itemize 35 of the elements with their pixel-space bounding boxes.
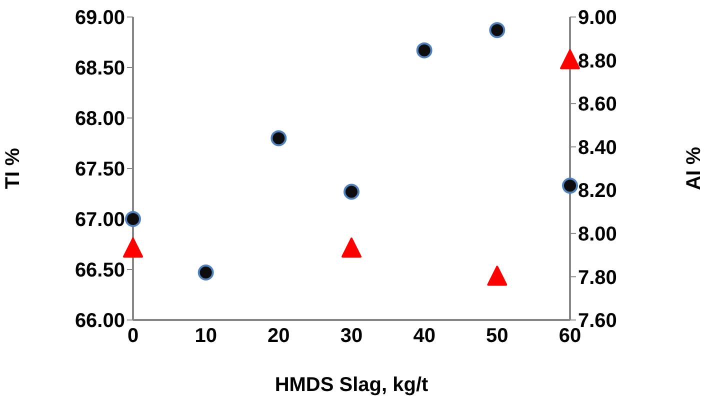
y2-tick-label: 7.80 [578, 266, 617, 289]
y2-tick-label: 8.40 [578, 136, 617, 159]
y-tick-label: 67.50 [74, 158, 125, 181]
point [560, 49, 580, 70]
y2-tick-label: 8.00 [578, 224, 617, 246]
x-tick-label: 10 [194, 325, 217, 348]
x-tick-label: 30 [340, 325, 363, 348]
point [270, 130, 287, 146]
point [489, 22, 506, 38]
x-axis-title: HMDS Slag, kg/t [274, 374, 429, 396]
y2-tick-label: 8.60 [578, 94, 617, 116]
point [342, 238, 362, 258]
y-tick-label: 69.00 [74, 7, 125, 30]
x-tick-label: 40 [413, 325, 436, 348]
point [125, 211, 141, 227]
y-tick-label: 68.00 [74, 108, 125, 130]
y2-tick-label: 8.80 [578, 50, 617, 72]
y-tick-label: 66.50 [74, 260, 125, 282]
point [344, 184, 360, 200]
y-axis-title: TI % [2, 148, 24, 190]
point [123, 238, 143, 258]
point [487, 266, 508, 286]
point [562, 178, 578, 194]
y2-tick-label: 9.00 [578, 7, 617, 30]
point [416, 42, 432, 58]
x-tick-label: 0 [127, 325, 139, 348]
y-tick-label: 67.00 [74, 209, 125, 232]
y2-axis-title: AI % [683, 146, 705, 190]
y-tick-label: 66.00 [74, 310, 125, 332]
x-tick-label: 50 [486, 325, 508, 348]
point [198, 264, 214, 281]
y-tick-label: 68.50 [74, 58, 125, 80]
x-tick-label: 20 [268, 325, 290, 348]
x-tick-label: 60 [558, 325, 582, 348]
y2-tick-label: 8.20 [578, 180, 617, 202]
